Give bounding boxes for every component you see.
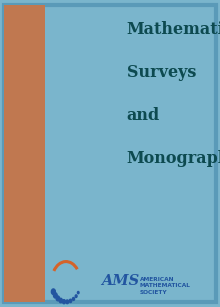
Bar	[4, 5, 45, 302]
Text: and: and	[126, 107, 160, 124]
Text: MATHEMATICAL: MATHEMATICAL	[140, 283, 191, 288]
Circle shape	[56, 296, 60, 301]
Circle shape	[62, 300, 65, 304]
Text: Surveys: Surveys	[126, 64, 196, 81]
Text: SOCIETY: SOCIETY	[140, 290, 167, 295]
Text: Monographs: Monographs	[126, 150, 220, 167]
Circle shape	[53, 293, 57, 298]
Circle shape	[66, 300, 69, 304]
Text: AMERICAN: AMERICAN	[140, 277, 174, 282]
Circle shape	[75, 295, 77, 297]
Circle shape	[59, 298, 62, 303]
Circle shape	[77, 292, 79, 294]
Text: AMS: AMS	[101, 274, 139, 288]
Circle shape	[51, 289, 55, 294]
Text: Mathematical: Mathematical	[126, 21, 220, 38]
Circle shape	[69, 299, 72, 302]
Circle shape	[72, 297, 75, 301]
